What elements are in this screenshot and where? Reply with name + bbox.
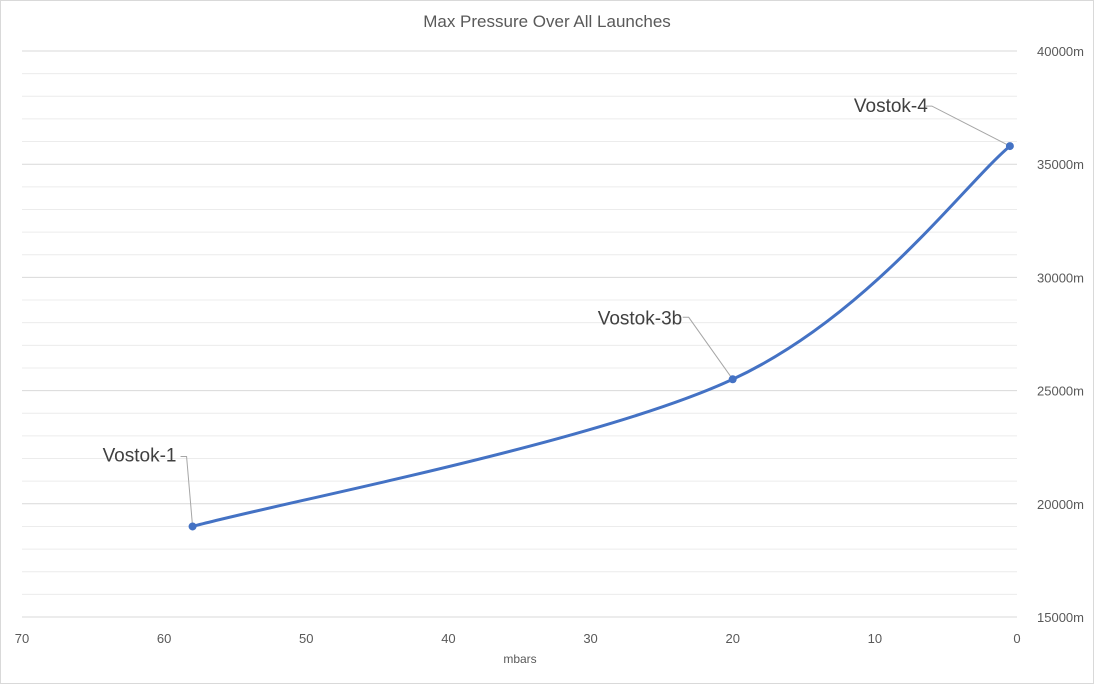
data-point xyxy=(1005,142,1014,151)
y-tick-label: 40000m xyxy=(1037,44,1084,59)
leader-line xyxy=(925,105,1011,147)
x-tick-label: 40 xyxy=(441,631,455,646)
data-label: Vostok-4 xyxy=(854,96,928,117)
x-axis-label: mbars xyxy=(503,652,537,666)
y-tick-label: 15000m xyxy=(1037,610,1084,625)
x-tick-label: 0 xyxy=(1013,631,1020,646)
x-tick-label: 10 xyxy=(868,631,882,646)
y-tick-label: 20000m xyxy=(1037,497,1084,512)
data-label: Vostok-1 xyxy=(103,445,177,466)
x-tick-label: 20 xyxy=(725,631,739,646)
x-tick-label: 70 xyxy=(15,631,29,646)
y-tick-label: 25000m xyxy=(1037,384,1084,399)
x-tick-label: 50 xyxy=(299,631,313,646)
leader-line xyxy=(180,455,194,527)
data-label: Vostok-3b xyxy=(598,308,683,329)
x-tick-label: 60 xyxy=(157,631,171,646)
y-tick-label: 35000m xyxy=(1037,157,1084,172)
data-point xyxy=(728,375,737,384)
chart-title: Max Pressure Over All Launches xyxy=(423,12,671,31)
data-point xyxy=(188,522,197,531)
x-tick-label: 30 xyxy=(583,631,597,646)
leader-line xyxy=(682,316,734,380)
series-line xyxy=(191,144,1012,528)
y-tick-label: 30000m xyxy=(1037,270,1084,285)
